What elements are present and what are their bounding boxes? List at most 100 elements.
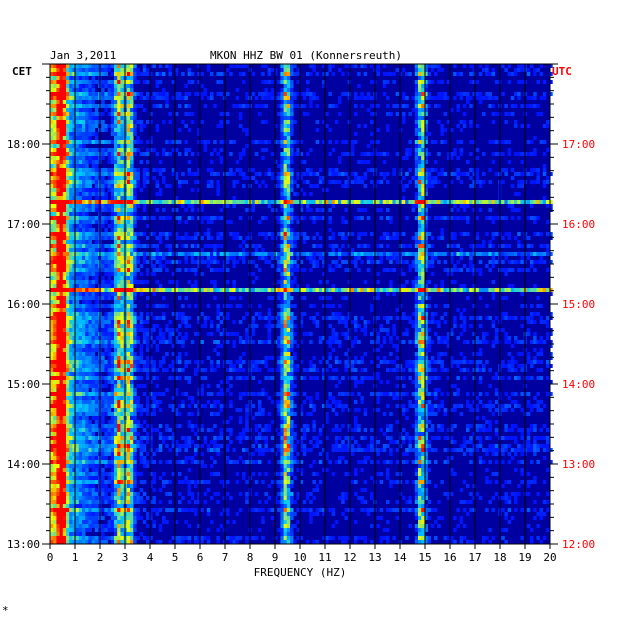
- heat-cell: [533, 72, 537, 76]
- heat-cell: [443, 96, 448, 100]
- heat-cell: [360, 316, 364, 320]
- heat-cell: [91, 276, 96, 280]
- heat-cell: [94, 300, 99, 304]
- heat-cell: [56, 312, 60, 316]
- heat-cell: [56, 192, 60, 196]
- heat-cell: [440, 200, 444, 204]
- heat-cell: [72, 224, 76, 228]
- heat-cell: [245, 92, 249, 96]
- heat-cell: [277, 104, 281, 108]
- heat-cell: [363, 324, 368, 328]
- heat-cell: [50, 212, 54, 216]
- heat-cell: [427, 132, 432, 136]
- heat-cell: [101, 72, 105, 76]
- heat-cell: [200, 84, 204, 88]
- heat-cell: [418, 196, 422, 200]
- heat-cell: [366, 244, 371, 248]
- heat-cell: [69, 276, 73, 280]
- heat-cell: [184, 296, 188, 300]
- heat-cell: [78, 136, 83, 140]
- heat-cell: [75, 272, 80, 276]
- heat-cell: [107, 332, 112, 336]
- heat-cell: [88, 320, 92, 324]
- heat-cell: [101, 304, 105, 308]
- heat-cell: [133, 200, 137, 204]
- heat-cell: [370, 180, 374, 184]
- heat-cell: [491, 72, 496, 76]
- heat-cell: [120, 188, 124, 192]
- heat-cell: [299, 92, 304, 96]
- heat-cell: [466, 92, 470, 96]
- heat-cell: [146, 312, 150, 316]
- heat-cell: [277, 172, 281, 176]
- heat-cell: [136, 72, 140, 76]
- heat-cell: [405, 72, 409, 76]
- heat-cell: [488, 244, 492, 248]
- heat-cell: [152, 264, 156, 268]
- heat-cell: [382, 172, 387, 176]
- heat-cell: [178, 140, 182, 144]
- heat-cell: [56, 180, 60, 184]
- heat-cell: [526, 200, 531, 204]
- heat-cell: [328, 352, 332, 356]
- heat-cell: [82, 348, 86, 352]
- heat-cell: [56, 304, 60, 308]
- heat-cell: [290, 132, 294, 136]
- heat-cell: [334, 244, 339, 248]
- heat-cell: [491, 120, 496, 124]
- heat-cell: [382, 288, 387, 292]
- heat-cell: [283, 340, 288, 344]
- heat-cell: [187, 304, 192, 308]
- heat-cell: [72, 116, 76, 120]
- heat-cell: [146, 120, 150, 124]
- heat-cell: [344, 140, 348, 144]
- heat-cell: [459, 180, 464, 184]
- heat-cell: [546, 268, 550, 272]
- heat-cell: [219, 312, 224, 316]
- heat-cell: [472, 168, 476, 172]
- heat-cell: [539, 260, 544, 264]
- heat-cell: [155, 252, 160, 256]
- heat-cell: [130, 216, 134, 220]
- heat-cell: [232, 344, 236, 348]
- heat-cell: [418, 76, 422, 80]
- heat-cell: [94, 140, 99, 144]
- heat-cell: [142, 244, 147, 248]
- heat-cell: [120, 204, 124, 208]
- heat-cell: [82, 80, 86, 84]
- heat-cell: [56, 152, 60, 156]
- heat-cell: [286, 288, 291, 292]
- heat-cell: [286, 268, 291, 272]
- heat-cell: [389, 316, 393, 320]
- heat-cell: [238, 172, 243, 176]
- heat-cell: [94, 332, 99, 336]
- heat-cell: [187, 92, 192, 96]
- heat-cell: [296, 236, 300, 240]
- heat-cell: [389, 280, 393, 284]
- heat-cell: [120, 292, 124, 296]
- heat-cell: [472, 316, 476, 320]
- heat-cell: [85, 80, 89, 84]
- heat-cell: [56, 136, 60, 140]
- heat-cell: [117, 224, 121, 228]
- heat-cell: [402, 272, 406, 276]
- heat-cell: [338, 180, 342, 184]
- heat-cell: [120, 340, 124, 344]
- heat-cell: [427, 80, 432, 84]
- heat-cell: [427, 288, 432, 292]
- heat-cell: [418, 200, 422, 204]
- heat-cell: [485, 92, 489, 96]
- heat-cell: [78, 248, 83, 252]
- heat-cell: [50, 236, 54, 240]
- heat-cell: [114, 284, 118, 288]
- heat-cell: [427, 172, 432, 176]
- heat-cell: [347, 244, 352, 248]
- heat-cell: [66, 168, 70, 172]
- heat-cell: [88, 92, 92, 96]
- heat-cell: [421, 332, 425, 336]
- heat-cell: [402, 200, 406, 204]
- heat-cell: [344, 152, 348, 156]
- heat-cell: [328, 244, 332, 248]
- heat-cell: [395, 200, 400, 204]
- heat-cell: [283, 104, 288, 108]
